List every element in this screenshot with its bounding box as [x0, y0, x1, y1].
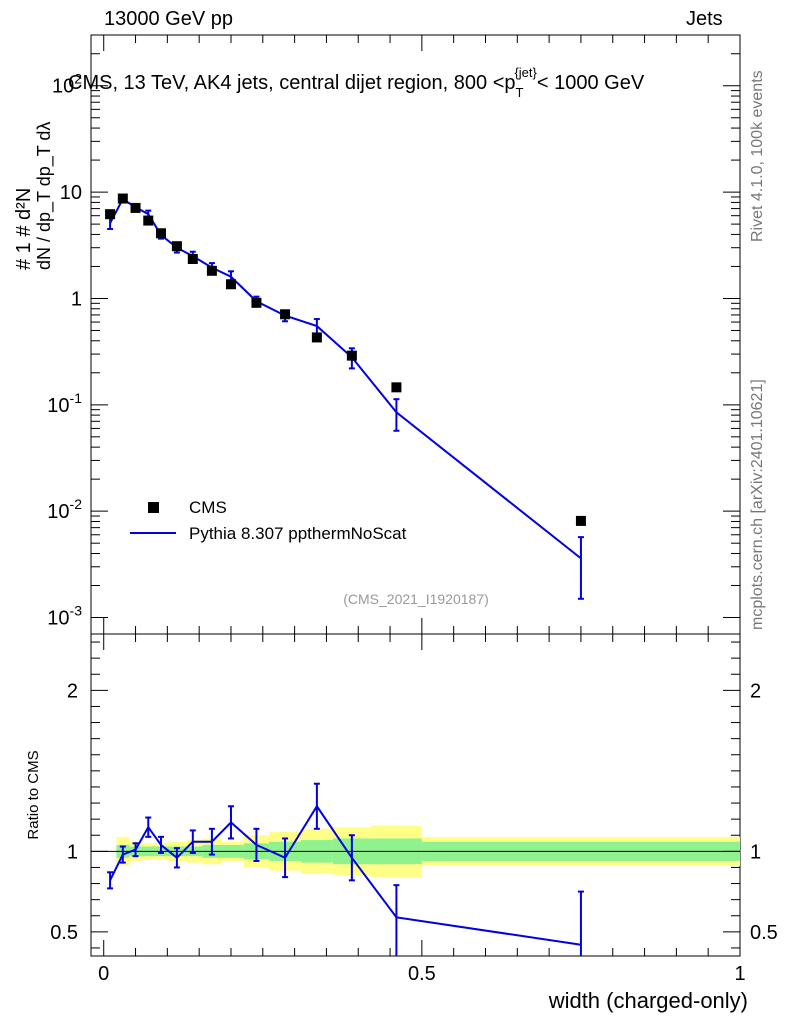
- ratio-y-tick-label-left: 2: [67, 680, 78, 702]
- cms-data-point: [280, 309, 291, 320]
- x-axis-label: width (charged-only): [548, 988, 748, 1013]
- ratio-y-tick-label-right: 2: [750, 680, 761, 702]
- y-tick-label: 102: [52, 71, 82, 98]
- x-tick-label: 0.5: [408, 963, 436, 985]
- chart-title: CMS, 13 TeV, AK4 jets, central dijet reg…: [68, 65, 645, 100]
- cms-data-point: [225, 279, 236, 290]
- cms-data-point: [391, 382, 402, 393]
- mc-series-line: [109, 197, 582, 560]
- y-tick-label: 10: [60, 182, 82, 204]
- ratio-panel: 0.5 0.51 12 20 0.5 1: [50, 633, 778, 985]
- ratio-y-tick-label-right: 1: [750, 841, 761, 863]
- y-tick-label: 10-3: [47, 603, 82, 630]
- ratio-y-tick-label-left: 1: [67, 841, 78, 863]
- main-y-axis-label-text: # 1 # d²N: [13, 188, 35, 270]
- axis-labels: # 1 # d²N dN / dp_T dp_T dλ Ratio to CMS wi…: [13, 122, 748, 1013]
- cms-data-point: [155, 228, 166, 239]
- ratio-y-tick-label-right: 0.5: [750, 922, 778, 944]
- header-energy-label: 13000 GeV pp: [104, 8, 233, 30]
- cms-data-point: [206, 265, 217, 276]
- legend-cms-label: CMS: [189, 498, 227, 517]
- cms-data-point: [117, 193, 128, 204]
- cms-data-point: [575, 515, 586, 526]
- legend-mc-label: Pythia 8.307 ppthermNoScat: [189, 524, 407, 543]
- x-tick-label: 1: [734, 963, 745, 985]
- main-y-axis-label-sub: dN / dp_T dp_T dλ: [34, 122, 55, 270]
- y-tick-label: 10-2: [47, 496, 82, 523]
- x-tick-label: 0: [98, 963, 109, 985]
- analysis-watermark: (CMS_2021_I1920187): [343, 591, 489, 607]
- legend-cms-marker: [148, 502, 159, 513]
- cms-data-point: [187, 253, 198, 264]
- cms-data-point: [251, 297, 262, 308]
- ratio-y-tick-label-left: 0.5: [50, 922, 78, 944]
- cms-data-point: [130, 202, 141, 213]
- main-frame: [90, 34, 741, 635]
- y-tick-label: 1: [71, 288, 82, 310]
- ratio-frame: [90, 633, 741, 957]
- cms-data-point: [105, 209, 116, 220]
- header-category-label: Jets: [686, 8, 723, 30]
- cms-data-point: [311, 332, 322, 343]
- cms-data-point: [346, 350, 357, 361]
- y-tick-label: 10-1: [47, 390, 82, 417]
- main-y-axis-label: # 1 # d²N dN / dp_T dp_T dλ: [13, 122, 55, 270]
- cms-data-point: [171, 241, 182, 252]
- cms-data-point: [143, 215, 154, 226]
- ratio-y-axis-label: Ratio to CMS: [25, 750, 42, 839]
